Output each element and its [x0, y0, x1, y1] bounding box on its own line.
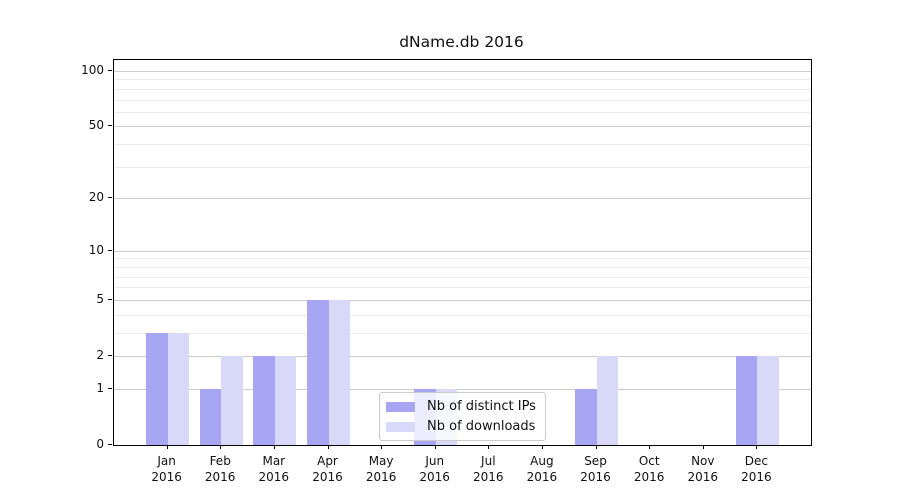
x-tick-mark-feb: [220, 445, 222, 449]
bar-downloads-dec: [757, 356, 779, 445]
chart-title: dName.db 2016: [399, 33, 524, 51]
legend-swatch-distinct-ips: [386, 401, 415, 412]
x-tick-label-nov: Nov 2016: [687, 454, 719, 484]
y-tick-mark-5: [108, 298, 112, 300]
y-tick-label-1: 1: [96, 380, 104, 395]
x-tick-mark-jan: [166, 445, 168, 449]
x-tick-mark-oct: [649, 445, 651, 449]
gridline-minor: [114, 166, 811, 168]
plot-area: Nb of distinct IPs Nb of downloads: [113, 59, 812, 446]
gridline-minor: [114, 99, 811, 101]
x-tick-mark-aug: [541, 445, 543, 449]
y-tick-mark-0: [108, 444, 112, 445]
x-tick-label-oct: Oct 2016: [633, 454, 665, 484]
x-tick-label-aug: Aug 2016: [526, 454, 558, 484]
x-tick-label-may: May 2016: [365, 454, 397, 484]
y-tick-label-2: 2: [96, 348, 104, 362]
gridline-major-10: [114, 250, 811, 252]
y-tick-mark-50: [108, 125, 112, 127]
x-tick-label-mar: Mar 2016: [258, 454, 290, 484]
x-tick-label-feb: Feb 2016: [204, 454, 236, 484]
y-tick-mark-10: [108, 249, 112, 251]
bar-distinct-ips-feb: [199, 388, 222, 445]
y-tick-mark-1: [108, 387, 112, 389]
legend-label-distinct-ips: Nb of distinct IPs: [427, 399, 536, 414]
x-tick-mark-may: [381, 445, 383, 449]
gridline-major-5: [114, 299, 811, 301]
y-tick-label-10: 10: [88, 242, 104, 257]
gridline-minor: [114, 314, 811, 316]
x-tick-label-dec: Dec 2016: [741, 454, 772, 484]
bar-distinct-ips-apr: [307, 299, 329, 445]
gridline-major-50: [114, 126, 811, 128]
gridline-minor: [114, 332, 811, 334]
y-tick-mark-2: [108, 355, 112, 356]
legend-item-distinct-ips: Nb of distinct IPs: [386, 399, 536, 414]
legend-label-downloads: Nb of downloads: [427, 419, 536, 434]
legend-swatch-downloads: [386, 421, 415, 432]
gridline-minor: [114, 258, 811, 260]
y-tick-mark-20: [108, 197, 112, 199]
x-tick-mark-jun: [434, 445, 436, 449]
x-tick-label-sep: Sep 2016: [580, 454, 611, 484]
gridline-minor: [114, 79, 811, 81]
legend: Nb of distinct IPs Nb of downloads: [379, 392, 546, 441]
y-tick-label-100: 100: [81, 63, 104, 77]
bar-distinct-ips-dec: [735, 356, 758, 445]
bar-downloads-sep: [596, 356, 618, 445]
x-tick-label-jun: Jun 2016: [419, 454, 450, 484]
y-tick-label-5: 5: [96, 291, 104, 306]
y-tick-label-50: 50: [88, 118, 104, 133]
bar-distinct-ips-jan: [146, 332, 168, 445]
gridline-minor: [114, 88, 811, 90]
y-tick-label-20: 20: [88, 190, 104, 205]
gridline-minor: [114, 266, 811, 268]
y-tick-mark-100: [108, 70, 112, 71]
x-tick-label-apr: Apr 2016: [312, 454, 343, 484]
gridline-major-100: [114, 71, 811, 72]
x-tick-mark-jul: [488, 445, 490, 449]
gridline-major-2: [114, 356, 811, 357]
bar-downloads-apr: [328, 299, 350, 445]
bar-distinct-ips-sep: [575, 388, 597, 445]
bar-downloads-jan: [167, 332, 190, 445]
x-tick-label-jul: Jul 2016: [473, 454, 504, 484]
gridline-major-20: [114, 198, 811, 200]
bar-downloads-feb: [221, 356, 243, 445]
x-tick-mark-apr: [327, 445, 329, 449]
x-tick-mark-sep: [595, 445, 597, 449]
bar-downloads-mar: [274, 356, 297, 445]
gridline-minor: [114, 276, 811, 278]
x-tick-mark-dec: [756, 445, 758, 449]
gridline-minor: [114, 111, 811, 113]
gridline-major-1: [114, 388, 811, 390]
y-tick-label-0: 0: [96, 437, 104, 451]
x-tick-label-jan: Jan 2016: [151, 454, 182, 484]
legend-item-downloads: Nb of downloads: [386, 419, 536, 434]
x-tick-mark-nov: [702, 445, 704, 449]
gridline-minor: [114, 144, 811, 146]
gridline-minor: [114, 287, 811, 289]
bar-distinct-ips-mar: [253, 356, 275, 445]
x-tick-mark-mar: [273, 445, 275, 449]
